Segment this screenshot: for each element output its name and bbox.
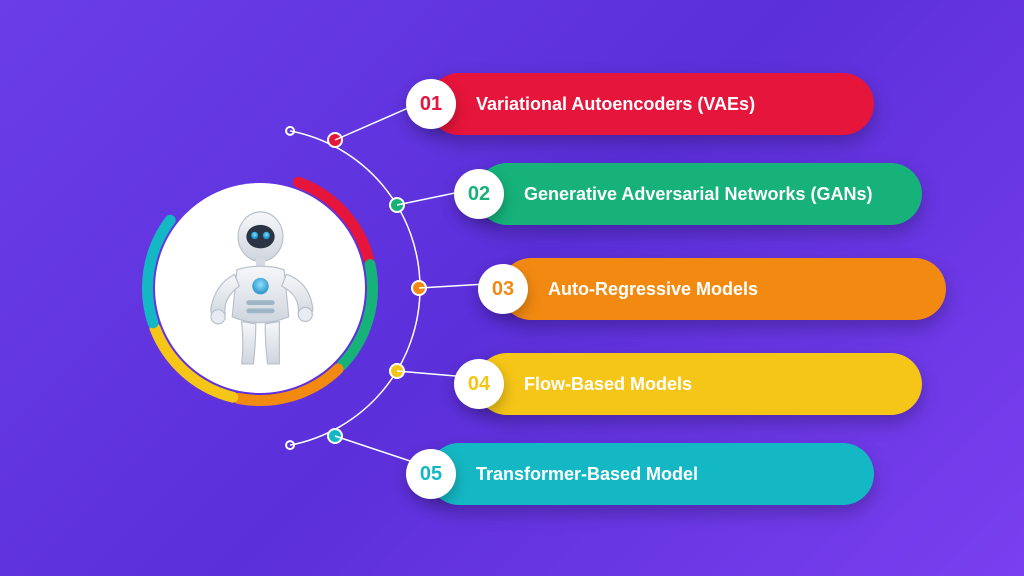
item-label: Auto-Regressive Models bbox=[548, 278, 758, 301]
infographic-item: 02 Generative Adversarial Networks (GANs) bbox=[454, 163, 922, 225]
infographic-item: 04 Flow-Based Models bbox=[454, 353, 922, 415]
item-number: 01 bbox=[420, 93, 442, 116]
item-label: Flow-Based Models bbox=[524, 373, 692, 396]
item-label: Variational Autoencoders (VAEs) bbox=[476, 93, 755, 116]
item-number-badge: 04 bbox=[454, 359, 504, 409]
infographic-stage: 01 Variational Autoencoders (VAEs) 02 Gener… bbox=[0, 0, 1024, 576]
infographic-item: 01 Variational Autoencoders (VAEs) bbox=[406, 73, 874, 135]
item-pill: Flow-Based Models bbox=[476, 353, 922, 415]
item-pill: Variational Autoencoders (VAEs) bbox=[428, 73, 874, 135]
item-number-badge: 05 bbox=[406, 449, 456, 499]
item-number-badge: 02 bbox=[454, 169, 504, 219]
item-pill: Auto-Regressive Models bbox=[500, 258, 946, 320]
item-label: Generative Adversarial Networks (GANs) bbox=[524, 183, 872, 206]
item-number: 04 bbox=[468, 373, 490, 396]
infographic-item: 05 Transformer-Based Model bbox=[406, 443, 874, 505]
item-pill: Transformer-Based Model bbox=[428, 443, 874, 505]
item-pill: Generative Adversarial Networks (GANs) bbox=[476, 163, 922, 225]
item-number: 02 bbox=[468, 183, 490, 206]
center-image-circle bbox=[155, 183, 365, 393]
item-number: 05 bbox=[420, 463, 442, 486]
item-number: 03 bbox=[492, 278, 514, 301]
item-label: Transformer-Based Model bbox=[476, 463, 698, 486]
robot-icon bbox=[188, 206, 333, 371]
item-number-badge: 03 bbox=[478, 264, 528, 314]
item-number-badge: 01 bbox=[406, 79, 456, 129]
infographic-item: 03 Auto-Regressive Models bbox=[478, 258, 946, 320]
